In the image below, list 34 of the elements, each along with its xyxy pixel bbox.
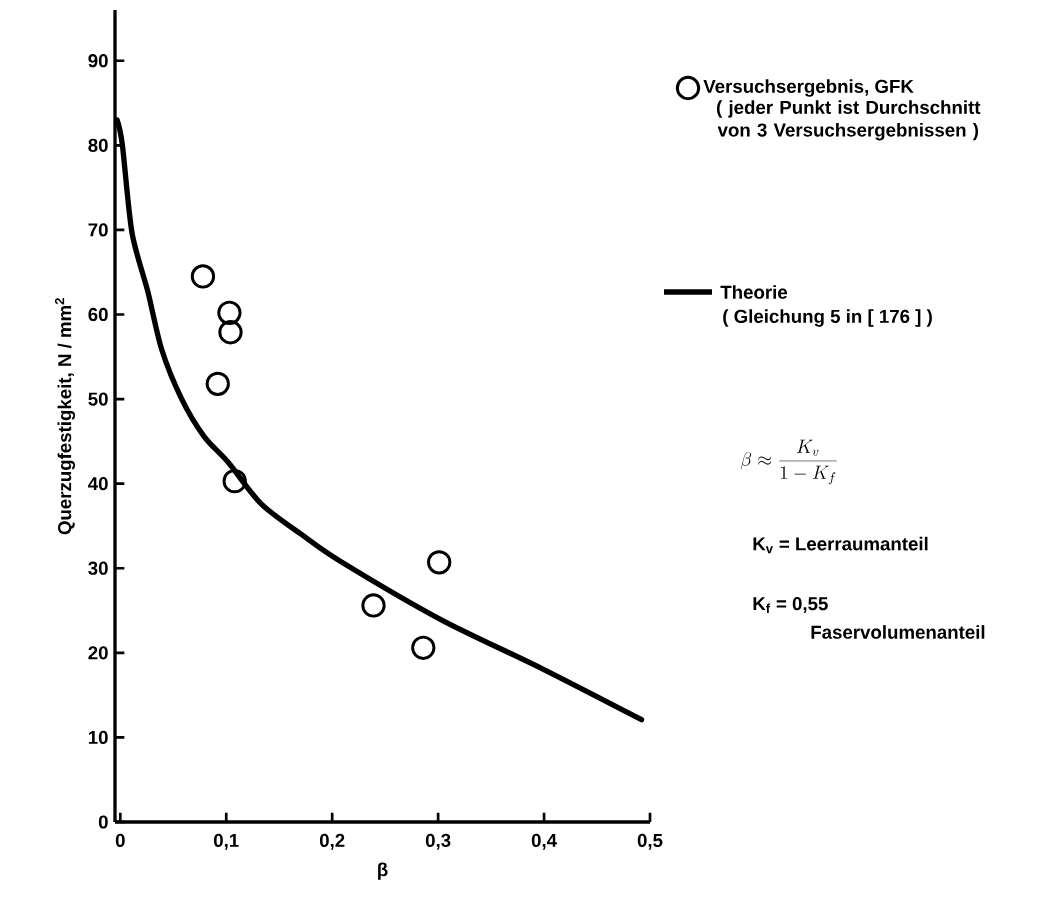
y-tick-label: 0 [98, 815, 108, 829]
y-tick-label: 50 [88, 392, 108, 406]
point [190, 264, 216, 289]
point [222, 468, 247, 494]
x-tick-label: 0,1 [214, 833, 239, 850]
point [361, 593, 386, 618]
x-tick-label: 0,2 [319, 833, 345, 850]
y-tick-label: 60 [88, 307, 108, 322]
y-tick-label: 10 [88, 730, 108, 745]
y-tick-label: 40 [88, 477, 108, 491]
text: ( Gleichung 5 in [ 176 ] ) [723, 309, 932, 327]
text: K$_{f}$ = 0,55 [753, 597, 828, 613]
text: Faservolumenanteil [811, 625, 985, 639]
x-tick-label: 0,5 [637, 833, 663, 850]
y-tick-label: 20 [88, 646, 108, 660]
x-tick-label: 0 [115, 833, 125, 848]
x-tick-label: 0,3 [425, 833, 451, 850]
legend-label: Theorie [720, 285, 788, 299]
point [411, 635, 436, 660]
y-tick-label: 30 [88, 561, 108, 575]
legend-label: Versuchsergebnis, GFK [703, 79, 914, 97]
text: ( jeder Punkt ist Durchschnitt von 3 Versuchsergebnissen ) [716, 100, 981, 141]
y-tick-label: 80 [88, 138, 108, 152]
y-tick-label: 70 [88, 223, 108, 237]
x-axis-title: β [378, 862, 388, 880]
point [427, 550, 452, 575]
point [217, 300, 242, 325]
y-axis-title: Querzugfestigkeit, N / mm$^{2}$ [55, 298, 76, 535]
y-tick-label: 90 [88, 54, 108, 68]
point [218, 320, 243, 345]
text: K$_{v}$ = Leerraumanteil [753, 536, 928, 554]
text: $\beta \approx \frac{K_v}{1 - K_f}$ [740, 439, 837, 485]
x-tick-label: 0,4 [531, 833, 557, 850]
point [205, 371, 230, 396]
